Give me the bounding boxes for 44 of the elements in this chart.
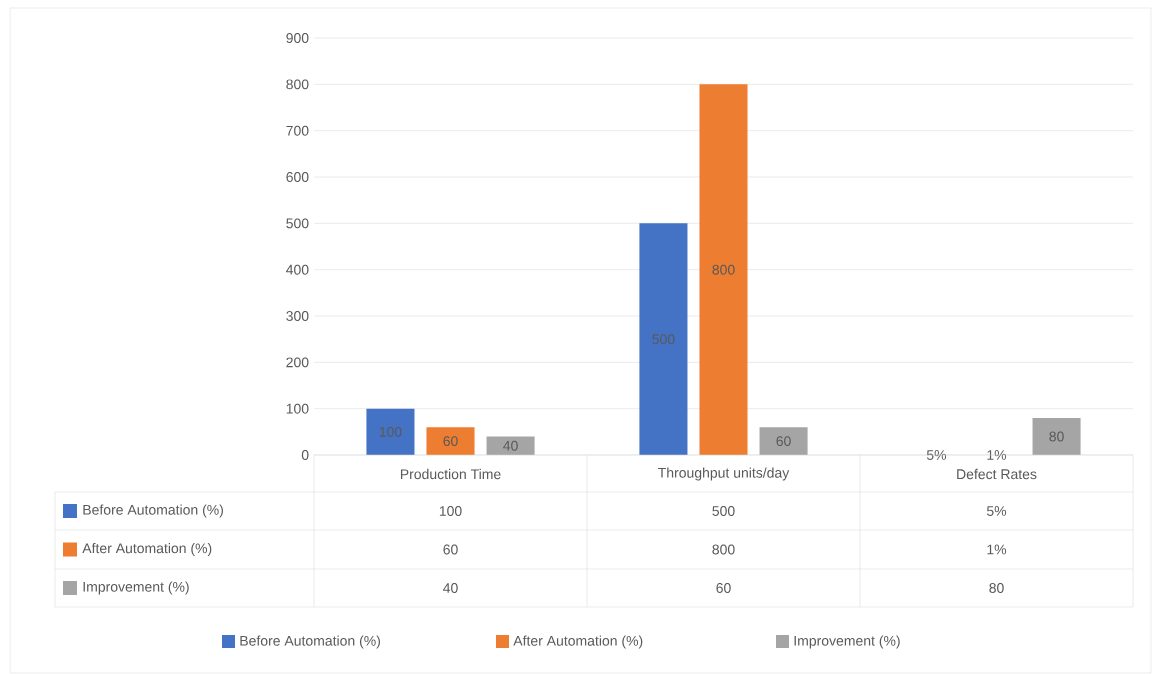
y-tick-label: 0 [301, 450, 309, 460]
data-label: 40 [443, 583, 458, 593]
x-tick-label: Defect Rates [957, 468, 1037, 480]
bar [1032, 417, 1081, 455]
data-label: 5% [986, 506, 1007, 516]
x-tick-label: Throughput units/day [658, 467, 790, 481]
data-label: 500 [712, 506, 735, 516]
bar [639, 223, 688, 455]
y-tick-label: 900 [286, 33, 309, 43]
text: 60 [776, 436, 791, 447]
y-tick-label: 100 [286, 403, 309, 414]
text: 1% [987, 450, 1007, 460]
text: Improvement (%) [83, 581, 189, 595]
text: 40 [503, 440, 518, 451]
data-label: 800 [712, 544, 735, 555]
y-tick-label: 400 [286, 264, 309, 275]
legend-label: Improvement (%) [794, 635, 900, 649]
bar [759, 427, 808, 455]
data-label: 60 [443, 544, 458, 555]
data-label: 1% [987, 544, 1007, 555]
data-label: 80 [989, 583, 1004, 593]
y-tick-label: 800 [286, 79, 309, 90]
x-tick-label: Production Time [400, 468, 501, 480]
bar [699, 84, 748, 455]
text: 80 [1049, 431, 1064, 442]
text: After Automation (%) [82, 542, 212, 557]
data-label: 100 [439, 506, 462, 516]
bar [366, 408, 415, 455]
text: 500 [652, 334, 675, 345]
y-tick-label: 700 [286, 125, 309, 136]
y-tick-label: 200 [286, 357, 309, 368]
bar [486, 436, 535, 455]
text: 5% [926, 450, 947, 460]
y-tick-label: 600 [286, 172, 309, 182]
legend-label: Before Automation (%) [83, 504, 223, 518]
text: 800 [712, 264, 735, 275]
data-label: 60 [716, 583, 731, 593]
text: 60 [443, 436, 458, 447]
legend-label: After Automation (%) [513, 635, 643, 649]
text: 100 [379, 426, 402, 437]
y-tick-label: 500 [286, 218, 309, 229]
y-tick-label: 300 [286, 311, 309, 321]
text: Before Automation (%) [240, 635, 380, 649]
bar [426, 427, 475, 455]
